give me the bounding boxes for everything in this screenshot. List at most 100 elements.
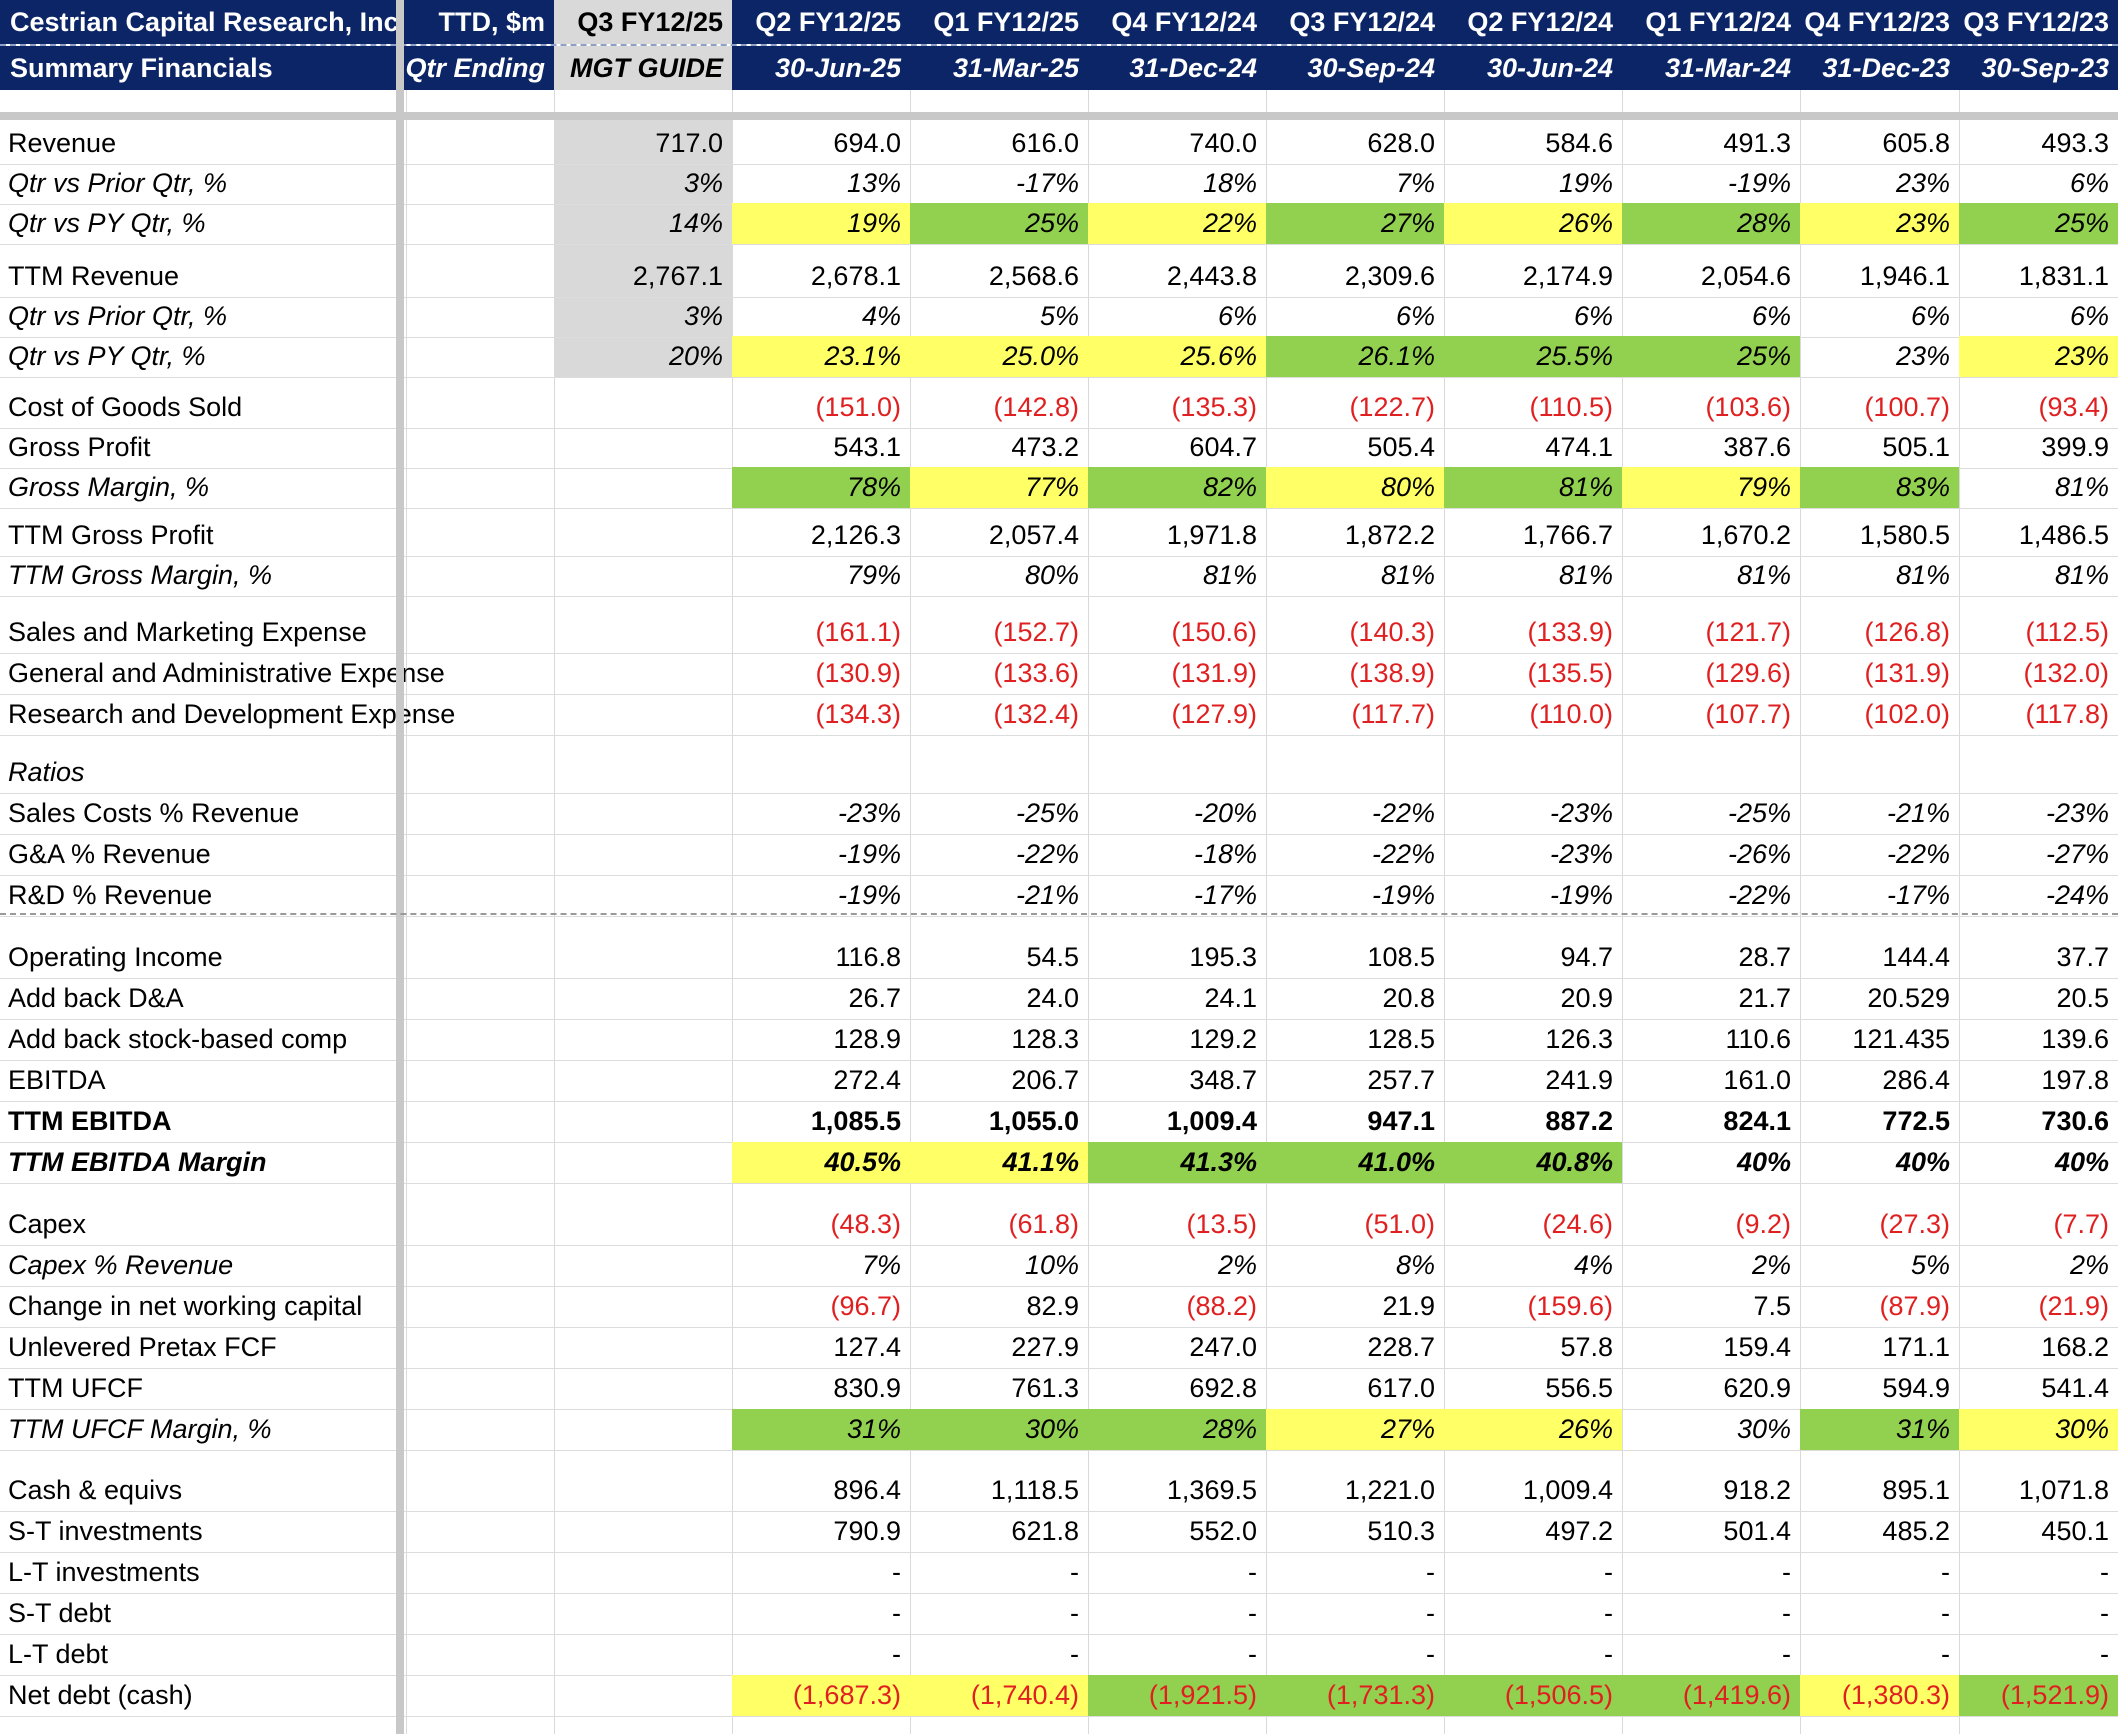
value-cell: 272.4 [833, 1065, 901, 1095]
grid-row-line [0, 1327, 2118, 1328]
value-cell: (88.2) [1186, 1291, 1257, 1321]
grid-column-line [1266, 88, 1267, 1734]
row-label: TTM EBITDA Margin [8, 1147, 267, 1177]
guide-cell [554, 1593, 732, 1634]
value-cell: (129.6) [1705, 658, 1791, 688]
row-label: Qtr vs Prior Qtr, % [8, 168, 228, 198]
guide-cell [554, 1142, 732, 1183]
header-frozen-divider [396, 0, 404, 90]
table-row: Gross Profit 543.1 473.2 604.7 505.4 474.1 387… [0, 427, 2118, 468]
header-gray-band [0, 112, 2118, 120]
value-cell: 473.2 [1011, 432, 1079, 462]
value-cell: 605.8 [1882, 128, 1950, 158]
value-cell: 24.0 [1026, 983, 1079, 1013]
header-qtr-ending: Qtr Ending [405, 52, 545, 83]
value-cell: 387.6 [1723, 432, 1791, 462]
value-cell: 790.9 [833, 1516, 901, 1546]
value-cell: 505.1 [1882, 432, 1950, 462]
row-label: Qtr vs PY Qtr, % [8, 208, 206, 238]
table-row: Add back stock-based comp 128.9 128.3 129.2… [0, 1019, 2118, 1060]
value-cell: (121.7) [1705, 617, 1791, 647]
table-row: Qtr vs PY Qtr, % 20% 23.1% 25.0% 25.6% 26.1% 2… [0, 336, 2118, 377]
value-cell: -19% [837, 839, 901, 869]
grid-row-line [0, 377, 2118, 378]
row-label: Gross Profit [8, 432, 151, 462]
value-cell: (102.0) [1864, 699, 1950, 729]
value-cell: 772.5 [1882, 1106, 1950, 1136]
value-cell: 161.0 [1723, 1065, 1791, 1095]
value-cell: - [2100, 1639, 2109, 1669]
guide-cell [554, 978, 732, 1019]
value-cell: 543.1 [833, 432, 901, 462]
value-cell: 40% [1895, 1147, 1950, 1177]
row-label: Ratios [8, 757, 85, 787]
header-quarter: Q2 FY12/25 [755, 6, 901, 37]
value-cell: 694.0 [833, 128, 901, 158]
value-cell: 6% [1573, 301, 1613, 331]
table-row: Cash & equivs 896.4 1,118.5 1,369.5 1,221.0 1… [0, 1470, 2118, 1511]
value-cell: 159.4 [1723, 1332, 1791, 1362]
row-label: Qtr vs PY Qtr, % [8, 341, 206, 371]
header-date: 31-Mar-25 [952, 52, 1079, 83]
value-cell: 2,174.9 [1522, 261, 1613, 291]
value-cell: 617.0 [1367, 1373, 1435, 1403]
value-cell: 2,443.8 [1166, 261, 1257, 291]
value-cell: -23% [1549, 798, 1613, 828]
guide-cell [554, 1409, 732, 1450]
value-cell: 628.0 [1367, 128, 1435, 158]
table-row: TTM Revenue 2,767.1 2,678.1 2,568.6 2,443.8 2… [0, 256, 2118, 297]
table-row: Cost of Goods Sold (151.0) (142.8) (135.3) (… [0, 387, 2118, 428]
table-row: TTM Gross Profit 2,126.3 2,057.4 1,971.8 1,8… [0, 515, 2118, 556]
table-row: Research and Development Expense (134.3) (… [0, 694, 2118, 735]
row-label: TTM Revenue [8, 261, 180, 291]
value-cell: 25.0% [910, 336, 1088, 377]
value-cell: - [1782, 1598, 1791, 1628]
value-cell: 947.1 [1367, 1106, 1435, 1136]
value-cell: 81% [2054, 560, 2109, 590]
value-cell: (1,419.6) [1622, 1675, 1800, 1716]
header-quarter: Q4 FY12/24 [1111, 6, 1257, 37]
value-cell: 2,678.1 [810, 261, 901, 291]
value-cell: 41.0% [1266, 1142, 1444, 1183]
row-label: EBITDA [8, 1065, 106, 1095]
value-cell: 830.9 [833, 1373, 901, 1403]
grid-row-line [0, 1634, 2118, 1635]
value-cell: 1,946.1 [1859, 261, 1950, 291]
value-cell: - [1070, 1639, 1079, 1669]
header-quarter: Q3 FY12/24 [1289, 6, 1435, 37]
value-cell: 31% [732, 1409, 910, 1450]
row-label: Sales Costs % Revenue [8, 798, 300, 828]
value-cell: 116.8 [835, 942, 901, 972]
grid-row-line [0, 244, 2118, 245]
value-cell: (126.8) [1864, 617, 1950, 647]
value-cell: 1,971.8 [1166, 520, 1257, 550]
value-cell: (13.5) [1186, 1209, 1257, 1239]
row-label: Unlevered Pretax FCF [8, 1332, 277, 1362]
value-cell: 5% [1039, 301, 1079, 331]
grid-row-line [0, 1511, 2118, 1512]
table-row: Gross Margin, % 78% 77% 82% 80% 81% 79% 83% 81% [0, 467, 2118, 508]
value-cell: (127.9) [1171, 699, 1257, 729]
header-date: 31-Dec-24 [1129, 52, 1257, 83]
header-row-2: Summary Financials Qtr Ending MGT GUIDE … [0, 46, 2118, 90]
value-cell: (117.8) [2025, 699, 2109, 729]
value-cell: 128.5 [1367, 1024, 1435, 1054]
value-cell: 171.1 [1882, 1332, 1950, 1362]
value-cell: 19% [732, 203, 910, 244]
table-row: Ratios [0, 752, 2118, 793]
row-label: General and Administrative Expense [8, 658, 445, 688]
value-cell: 692.8 [1189, 1373, 1257, 1403]
value-cell: 887.2 [1545, 1106, 1613, 1136]
value-cell: (150.6) [1171, 617, 1257, 647]
value-cell: 54.5 [1026, 942, 1079, 972]
value-cell: (131.9) [1171, 658, 1257, 688]
value-cell: 1,118.5 [990, 1475, 1079, 1505]
grid-row-line [0, 653, 2118, 654]
value-cell: 604.7 [1189, 432, 1257, 462]
value-cell [1266, 752, 1444, 793]
value-cell: 6% [2069, 168, 2109, 198]
table-row: Sales and Marketing Expense (161.1) (152.7… [0, 612, 2118, 653]
table-row: Operating Income 116.8 54.5 195.3 108.5 94.7 2… [0, 937, 2118, 978]
value-cell: (135.5) [1527, 658, 1613, 688]
